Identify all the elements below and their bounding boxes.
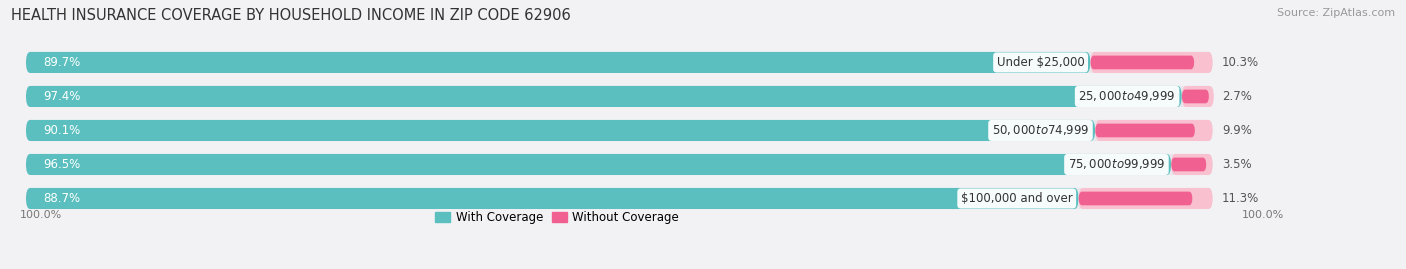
FancyBboxPatch shape xyxy=(1095,124,1195,137)
Text: 100.0%: 100.0% xyxy=(1241,210,1284,220)
FancyBboxPatch shape xyxy=(25,120,1095,141)
Text: 97.4%: 97.4% xyxy=(44,90,82,103)
FancyBboxPatch shape xyxy=(25,120,1212,141)
Legend: With Coverage, Without Coverage: With Coverage, Without Coverage xyxy=(430,207,683,229)
Text: Under $25,000: Under $25,000 xyxy=(997,56,1084,69)
FancyBboxPatch shape xyxy=(1078,188,1212,209)
FancyBboxPatch shape xyxy=(25,86,1212,107)
Text: 3.5%: 3.5% xyxy=(1222,158,1251,171)
Text: $50,000 to $74,999: $50,000 to $74,999 xyxy=(991,123,1090,137)
Text: 11.3%: 11.3% xyxy=(1222,192,1260,205)
Text: 88.7%: 88.7% xyxy=(44,192,82,205)
Text: 100.0%: 100.0% xyxy=(20,210,62,220)
Text: 89.7%: 89.7% xyxy=(44,56,82,69)
FancyBboxPatch shape xyxy=(1182,86,1213,107)
FancyBboxPatch shape xyxy=(1182,90,1209,103)
FancyBboxPatch shape xyxy=(25,188,1078,209)
FancyBboxPatch shape xyxy=(25,52,1212,73)
Text: $100,000 and over: $100,000 and over xyxy=(960,192,1073,205)
Text: 96.5%: 96.5% xyxy=(44,158,82,171)
FancyBboxPatch shape xyxy=(1171,158,1206,171)
Text: Source: ZipAtlas.com: Source: ZipAtlas.com xyxy=(1277,8,1395,18)
FancyBboxPatch shape xyxy=(1078,192,1192,205)
FancyBboxPatch shape xyxy=(25,154,1212,175)
Text: 9.9%: 9.9% xyxy=(1222,124,1251,137)
FancyBboxPatch shape xyxy=(1171,154,1212,175)
Text: 10.3%: 10.3% xyxy=(1222,56,1260,69)
Text: $75,000 to $99,999: $75,000 to $99,999 xyxy=(1067,157,1166,171)
Text: HEALTH INSURANCE COVERAGE BY HOUSEHOLD INCOME IN ZIP CODE 62906: HEALTH INSURANCE COVERAGE BY HOUSEHOLD I… xyxy=(11,8,571,23)
FancyBboxPatch shape xyxy=(25,86,1182,107)
FancyBboxPatch shape xyxy=(1091,56,1194,69)
Text: 90.1%: 90.1% xyxy=(44,124,82,137)
FancyBboxPatch shape xyxy=(1091,52,1212,73)
FancyBboxPatch shape xyxy=(25,188,1212,209)
FancyBboxPatch shape xyxy=(25,52,1091,73)
FancyBboxPatch shape xyxy=(25,154,1171,175)
FancyBboxPatch shape xyxy=(1095,120,1212,141)
Text: $25,000 to $49,999: $25,000 to $49,999 xyxy=(1078,90,1175,104)
Text: 2.7%: 2.7% xyxy=(1222,90,1251,103)
